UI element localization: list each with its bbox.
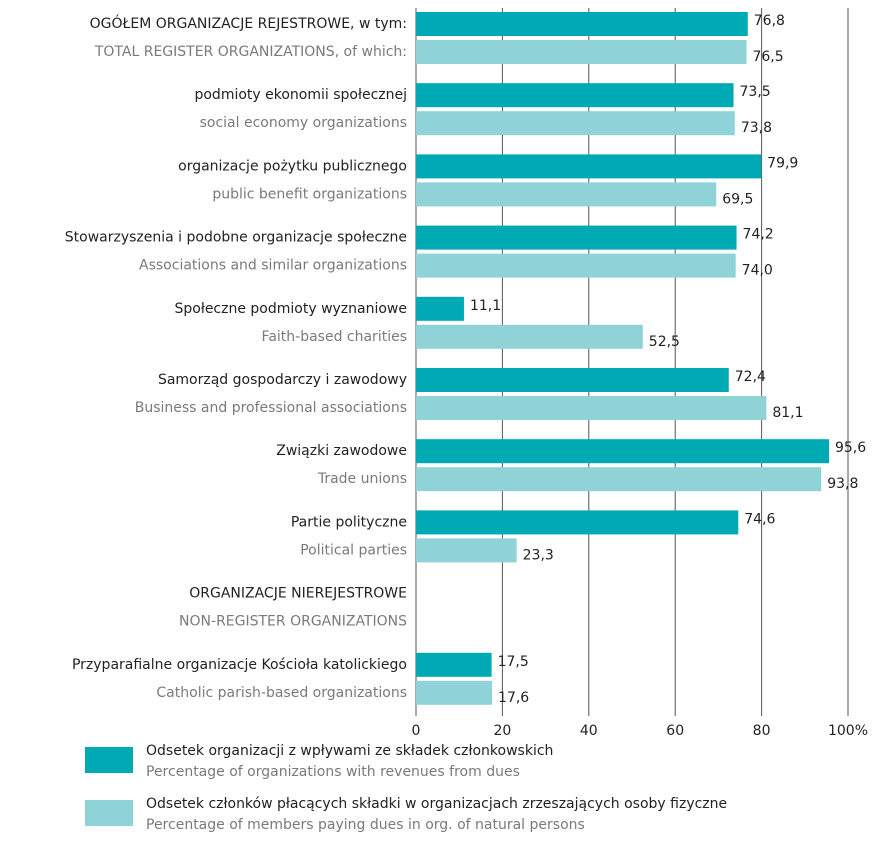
category-label-en: Business and professional associations: [135, 400, 407, 416]
category-label-en: Trade unions: [317, 471, 407, 487]
category-label-en: social economy organizations: [200, 115, 407, 131]
legend-label: Odsetek członków płacących składki w org…: [146, 796, 727, 812]
bar: [416, 368, 729, 392]
bar: [416, 83, 734, 108]
category-label-en: Faith-based charities: [262, 329, 407, 345]
value-label: 76,5: [752, 49, 783, 65]
category-label: Związki zawodowe: [276, 443, 407, 459]
bar: [416, 680, 493, 705]
bar: [416, 40, 747, 64]
category-label: Społeczne podmioty wyznaniowe: [175, 301, 408, 317]
x-tick-label: 20: [493, 723, 511, 739]
category-label: Partie polityczne: [291, 514, 407, 530]
legend-label-en: Percentage of members paying dues in org…: [146, 817, 585, 833]
value-label: 74,0: [742, 263, 773, 279]
value-label: 93,8: [827, 476, 858, 492]
bar: [416, 12, 748, 36]
legend-swatch: [85, 747, 133, 773]
category-label-en: TOTAL REGISTER ORGANIZATIONS, of which:: [94, 44, 407, 60]
bar: [416, 538, 517, 563]
bar: [416, 439, 829, 464]
legend-label-en: Percentage of organizations with revenue…: [146, 764, 520, 780]
value-label: 23,3: [523, 547, 554, 563]
x-tick-label: 80: [753, 723, 771, 739]
x-tick-label: 40: [580, 723, 598, 739]
bar: [416, 396, 767, 420]
category-label-en: Political parties: [300, 542, 407, 558]
category-label: OGÓŁEM ORGANIZACJE REJESTROWE, w tym:: [90, 14, 407, 32]
x-tick-label: 0: [412, 723, 421, 739]
category-label-en: Catholic parish-based organizations: [156, 685, 407, 701]
bar: [416, 324, 643, 349]
value-label: 76,8: [754, 13, 785, 29]
value-label: 17,6: [498, 690, 529, 706]
value-label: 17,5: [498, 654, 529, 670]
legend-label: Odsetek organizacji z wpływami ze składe…: [146, 743, 553, 759]
category-label: podmioty ekonomii społecznej: [194, 87, 407, 103]
value-label: 74,6: [744, 511, 775, 527]
bar: [416, 510, 739, 535]
legend-swatch: [85, 800, 133, 826]
category-label: organizacje pożytku publicznego: [178, 158, 407, 174]
x-tick-label: 60: [666, 723, 684, 739]
bar: [416, 111, 735, 136]
category-label: Samorząd gospodarczy i zawodowy: [158, 372, 407, 388]
category-label: Przyparafialne organizacje Kościoła kato…: [72, 657, 407, 673]
value-label: 69,5: [722, 191, 753, 207]
bar: [416, 154, 762, 179]
bar: [416, 652, 492, 677]
category-label-en: public benefit organizations: [212, 186, 407, 202]
value-label: 81,1: [772, 405, 803, 421]
bar: [416, 296, 464, 321]
category-label: Stowarzyszenia i podobne organizacje spo…: [65, 230, 407, 246]
category-label-en: NON-REGISTER ORGANIZATIONS: [179, 614, 407, 630]
value-label: 79,9: [767, 155, 798, 171]
category-label-en: Associations and similar organizations: [139, 258, 407, 274]
bar: [416, 467, 822, 492]
value-label: 95,6: [835, 440, 866, 456]
value-label: 72,4: [735, 369, 766, 385]
x-tick-label: 100%: [828, 723, 868, 739]
value-label: 74,2: [743, 227, 774, 243]
value-label: 52,5: [649, 334, 680, 350]
value-label: 73,5: [740, 84, 771, 100]
bar: [416, 182, 717, 207]
bar: [416, 225, 737, 250]
bar: [416, 253, 736, 278]
value-label: 11,1: [470, 298, 501, 314]
category-label: ORGANIZACJE NIEREJESTROWE: [189, 586, 407, 602]
value-label: 73,8: [741, 120, 772, 136]
